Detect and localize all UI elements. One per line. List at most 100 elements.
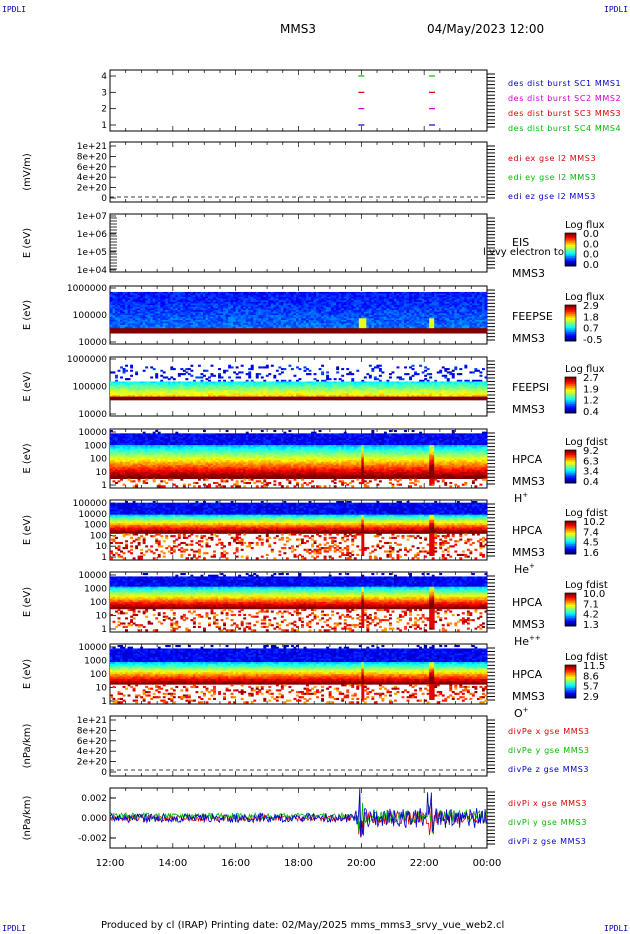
colorbar-cell — [565, 619, 576, 622]
header-spacecraft: MMS3 — [280, 22, 316, 36]
ion-hpca_o: O+ — [514, 706, 529, 720]
y-tick-label: 10 — [96, 468, 108, 478]
colorbar-cell — [565, 233, 576, 236]
colorbar-cell — [565, 539, 576, 542]
y-tick-label: 1e+05 — [77, 248, 107, 258]
colorbar-label: 0.0 — [583, 229, 599, 240]
y-tick-label: 10 — [96, 612, 108, 622]
colorbar-title-hpca_he2: Log fdist — [565, 580, 608, 591]
colorbar-cell — [565, 527, 576, 530]
colorbar-cell — [565, 321, 576, 324]
instrument-hpca_h: HPCA — [512, 453, 543, 466]
colorbar-label: 2.9 — [583, 692, 599, 703]
instrument-sc-feepse: MMS3 — [512, 332, 545, 345]
colorbar-cell — [565, 251, 576, 254]
colorbar-cell — [565, 241, 576, 244]
colorbar-cell — [565, 402, 576, 405]
panel-frame-burst — [109, 69, 488, 132]
ion-hpca_he2: He++ — [514, 634, 541, 648]
y-tick-label: 100 — [90, 455, 107, 465]
y-tick-label: 10000 — [78, 338, 107, 348]
colorbar-cell — [565, 479, 576, 482]
colorbar-cell — [565, 264, 576, 267]
x-tick-label: 20:00 — [347, 858, 376, 869]
colorbar-cell — [565, 254, 576, 257]
y-axis-label-edi: (mV/m) — [22, 153, 33, 191]
colorbar-cell — [565, 324, 576, 328]
colorbar-cell — [565, 236, 576, 239]
instrument-feepsi: FEEPSI — [512, 381, 549, 394]
y-axis-label-feepse: E (eV) — [22, 300, 33, 330]
y-tick-label: 1e+04 — [77, 266, 108, 276]
y-tick-label: 10000 — [78, 643, 107, 653]
colorbar-title-hpca_h: Log fdist — [565, 437, 608, 448]
x-tick-label: 16:00 — [221, 858, 250, 869]
instrument-sc-hpca_o: MMS3 — [512, 690, 545, 703]
legend-edi-0: edi ex gse l2 MMS3 — [508, 154, 596, 163]
series-line-divpi-2 — [109, 788, 488, 837]
colorbar-label: 8.6 — [583, 671, 599, 682]
colorbar-cell — [565, 542, 576, 545]
colorbar-cell — [565, 544, 576, 547]
y-tick-label: 2e+20 — [77, 758, 108, 768]
colorbar-cell — [565, 696, 576, 699]
y-tick-label: 10 — [96, 542, 108, 552]
colorbar-cell — [565, 612, 576, 615]
spectrogram-hpca_he — [110, 501, 488, 560]
colorbar-cell — [565, 530, 576, 534]
colorbar-cell — [565, 607, 576, 610]
y-tick-label: 100 — [90, 531, 107, 541]
y-axis-label-hpca_he: E (eV) — [22, 515, 33, 545]
y-tick-label: 8e+20 — [77, 726, 108, 736]
colorbar-cell — [565, 606, 576, 609]
y-tick-label: 4e+20 — [77, 747, 108, 757]
colorbar-cell — [565, 317, 576, 320]
colorbar-cell — [565, 305, 576, 308]
colorbar-cell — [565, 456, 576, 459]
colorbar-label: 1.2 — [583, 396, 599, 407]
instrument-sc-hpca_h: MMS3 — [512, 475, 545, 488]
eis-note: l vvy electron to — [483, 247, 564, 258]
colorbar-cell — [565, 601, 576, 604]
colorbar-cell — [565, 602, 576, 606]
colorbar-cell — [565, 466, 576, 469]
colorbar-cell — [565, 387, 576, 391]
legend-divpi-0: divPi x gse MMS3 — [508, 799, 587, 808]
ion-hpca_h: H+ — [514, 491, 528, 505]
colorbar-cell — [565, 453, 576, 456]
colorbar-cell — [565, 524, 576, 527]
instrument-sc-feepsi: MMS3 — [512, 403, 545, 416]
colorbar-frame — [564, 520, 577, 555]
colorbar-cell — [565, 545, 576, 548]
footer-text: Produced by cl (IRAP) Printing date: 02/… — [101, 920, 504, 931]
colorbar-cell — [565, 314, 576, 317]
y-tick-label: 100 — [90, 598, 107, 608]
colorbar-cell — [565, 666, 576, 669]
colorbar-cell — [565, 621, 576, 624]
panel-frame-eis — [109, 213, 488, 273]
colorbar-cell — [565, 614, 576, 617]
colorbar-cell — [565, 378, 576, 382]
y-axis-label-divpe: (nPa/km) — [22, 724, 33, 769]
colorbar-cell — [565, 669, 576, 673]
colorbar-cell — [565, 469, 576, 472]
colorbar-frame — [564, 376, 577, 414]
instrument-sc-hpca_he: MMS3 — [512, 546, 545, 559]
colorbar-cell — [565, 332, 576, 335]
y-tick-label: 100000 — [73, 499, 108, 509]
colorbar-cell — [565, 674, 576, 678]
legend-burst-3: des dist burst SC4 MMS4 — [508, 124, 621, 133]
colorbar-title-eis: Log flux — [565, 220, 605, 231]
x-tick-label: 12:00 — [96, 858, 125, 869]
colorbar-label: 2.9 — [583, 301, 599, 312]
y-tick-label: 6e+20 — [77, 737, 108, 747]
y-tick-label: 1e+21 — [77, 716, 107, 726]
colorbar-label: 4.2 — [583, 610, 599, 621]
colorbar-cell — [565, 312, 576, 315]
colorbar-cell — [565, 330, 576, 333]
colorbar-cell — [565, 310, 576, 313]
colorbar-label: 5.7 — [583, 682, 599, 693]
colorbar-cell — [565, 673, 576, 676]
colorbar-cell — [565, 611, 576, 614]
colorbar-cell — [565, 237, 576, 241]
